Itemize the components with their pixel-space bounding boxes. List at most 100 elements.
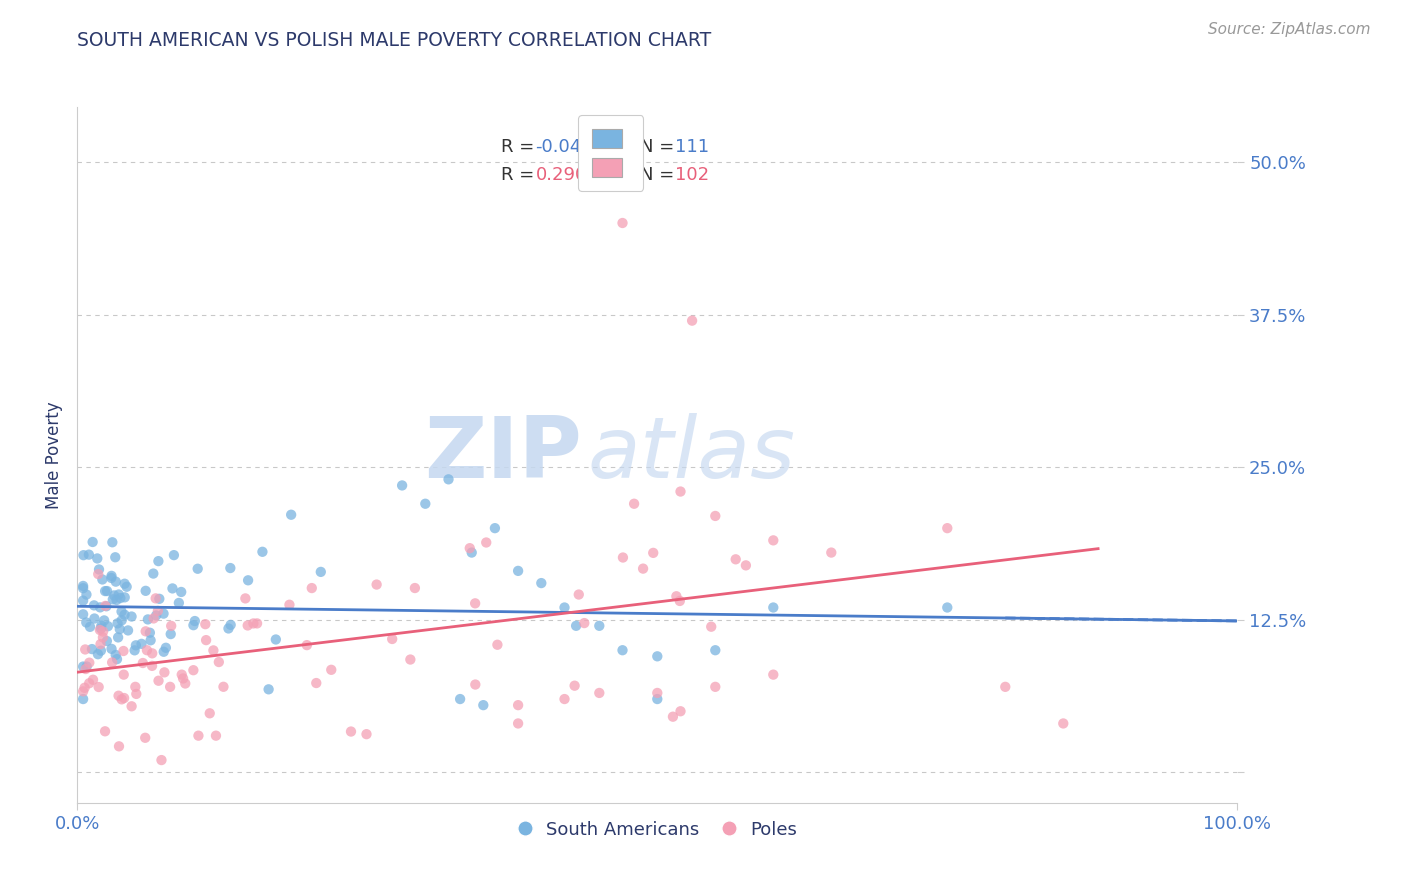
- Point: [449, 692, 471, 706]
- Point: [76, 659, 98, 673]
- Point: [735, 558, 758, 573]
- Point: [72, 659, 94, 673]
- Point: [135, 624, 157, 639]
- Text: N =: N =: [640, 166, 673, 184]
- Point: [184, 614, 207, 628]
- Point: [86, 551, 108, 566]
- Point: [458, 541, 481, 556]
- Point: [242, 616, 264, 631]
- Point: [404, 581, 426, 595]
- Point: [464, 677, 486, 691]
- Point: [236, 618, 259, 632]
- Text: 102: 102: [675, 166, 709, 184]
- Point: [631, 561, 654, 575]
- Point: [219, 561, 242, 575]
- Point: [464, 596, 486, 610]
- Point: [93, 614, 115, 628]
- Point: [994, 680, 1017, 694]
- Point: [101, 656, 124, 670]
- Point: [134, 731, 156, 745]
- Point: [681, 313, 703, 327]
- Point: [762, 600, 785, 615]
- Point: [647, 649, 669, 664]
- Point: [83, 611, 105, 625]
- Point: [111, 613, 134, 627]
- Point: [643, 546, 665, 560]
- Point: [565, 619, 588, 633]
- Point: [124, 643, 146, 657]
- Point: [101, 535, 124, 549]
- Point: [159, 627, 181, 641]
- Point: [132, 656, 155, 670]
- Point: [105, 593, 128, 607]
- Point: [217, 622, 239, 636]
- Point: [295, 638, 318, 652]
- Point: [205, 729, 228, 743]
- Point: [381, 632, 404, 646]
- Point: [612, 550, 634, 565]
- Point: [305, 676, 328, 690]
- Point: [145, 608, 167, 623]
- Point: [96, 599, 118, 614]
- Point: [90, 622, 112, 636]
- Point: [212, 680, 235, 694]
- Point: [309, 565, 332, 579]
- Point: [574, 616, 596, 631]
- Point: [136, 612, 159, 626]
- Point: [107, 631, 129, 645]
- Point: [391, 478, 413, 492]
- Text: ZIP: ZIP: [425, 413, 582, 497]
- Point: [252, 545, 274, 559]
- Point: [202, 643, 225, 657]
- Point: [183, 663, 205, 677]
- Point: [762, 533, 785, 548]
- Point: [145, 591, 167, 606]
- Point: [356, 727, 378, 741]
- Point: [280, 508, 302, 522]
- Point: [704, 643, 727, 657]
- Point: [111, 692, 134, 706]
- Point: [246, 616, 269, 631]
- Point: [72, 548, 94, 562]
- Point: [75, 642, 97, 657]
- Point: [612, 643, 634, 657]
- Text: -0.040: -0.040: [536, 138, 593, 156]
- Point: [100, 571, 122, 585]
- Point: [141, 646, 163, 660]
- Point: [820, 545, 842, 559]
- Point: [219, 618, 242, 632]
- Point: [121, 609, 143, 624]
- Point: [278, 598, 301, 612]
- Point: [114, 591, 136, 605]
- Point: [72, 593, 94, 607]
- Text: 111: 111: [675, 138, 709, 156]
- Point: [936, 600, 959, 615]
- Point: [100, 569, 122, 583]
- Point: [484, 521, 506, 535]
- Point: [588, 619, 610, 633]
- Text: R =: R =: [501, 166, 540, 184]
- Point: [669, 594, 692, 608]
- Point: [135, 583, 157, 598]
- Text: atlas: atlas: [588, 413, 796, 497]
- Point: [1052, 716, 1074, 731]
- Point: [90, 637, 111, 651]
- Point: [413, 497, 436, 511]
- Point: [142, 566, 165, 581]
- Point: [104, 648, 127, 662]
- Text: Source: ZipAtlas.com: Source: ZipAtlas.com: [1208, 22, 1371, 37]
- Point: [152, 607, 174, 621]
- Point: [588, 686, 610, 700]
- Point: [72, 684, 94, 698]
- Point: [112, 667, 135, 681]
- Point: [195, 633, 218, 648]
- Point: [150, 753, 173, 767]
- Point: [124, 680, 146, 694]
- Point: [77, 676, 100, 690]
- Point: [554, 692, 576, 706]
- Point: [114, 576, 136, 591]
- Point: [107, 616, 129, 631]
- Point: [90, 618, 112, 632]
- Point: [87, 647, 110, 661]
- Point: [170, 667, 193, 681]
